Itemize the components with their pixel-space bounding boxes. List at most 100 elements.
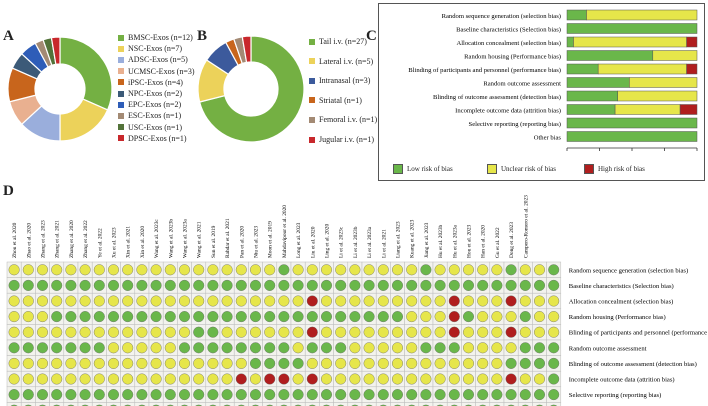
risk-dot-low	[548, 389, 560, 401]
risk-dot-unclear	[349, 295, 361, 307]
risk-dot-low	[548, 279, 560, 291]
domain-label: Incomplete outcome data (attrition bias)	[569, 377, 675, 384]
risk-dot-unclear	[406, 373, 418, 385]
risk-dot-unclear	[392, 373, 404, 385]
domain-label: Random sequence generation (selection bi…	[569, 267, 688, 274]
risk-dot-low	[519, 389, 531, 401]
risk-dot-low	[193, 326, 205, 338]
risk-dot-unclear	[349, 326, 361, 338]
risk-dot-low	[292, 311, 304, 323]
risk-dot-unclear	[164, 295, 176, 307]
risk-dot-unclear	[321, 264, 333, 276]
grid-cell	[390, 402, 405, 406]
legend-label: Striatal (n=1)	[319, 95, 362, 105]
risk-dot-unclear	[335, 295, 347, 307]
domain-label: Blinding of participants and personnel (…	[569, 330, 708, 337]
risk-dot-low	[51, 389, 63, 401]
risk-dot-unclear	[349, 342, 361, 354]
risk-dot-unclear	[363, 295, 375, 307]
legend-item-epc-exos-n-2: EPC-Exos (n=2)	[118, 100, 181, 109]
risk-dot-low	[349, 389, 361, 401]
risk-dot-unclear	[548, 326, 560, 338]
risk-dot-low	[249, 342, 261, 354]
risk-dot-low	[392, 311, 404, 323]
risk-dot-low	[392, 279, 404, 291]
bar-segment-low-risk-of-bias	[566, 50, 654, 61]
legend-label: Unclear risk of bias	[501, 165, 557, 173]
legend-item-intranasal-n-3: Intranasal (n=3)	[309, 76, 370, 85]
bar-segment-low-risk-of-bias	[566, 23, 698, 34]
donut-slice-dpsc-exos-n-1	[50, 36, 61, 66]
grid-cell	[532, 402, 547, 406]
risk-dot-unclear	[122, 326, 134, 338]
risk-dot-unclear	[51, 326, 63, 338]
risk-dot-low	[93, 342, 105, 354]
study-label: Liang et al. 2023	[396, 221, 402, 258]
risk-dot-unclear	[150, 373, 162, 385]
risk-dot-unclear	[136, 357, 148, 369]
risk-dot-low	[235, 342, 247, 354]
risk-dot-high	[505, 326, 517, 338]
risk-dot-low	[207, 279, 219, 291]
risk-dot-low	[434, 279, 446, 291]
risk-dot-low	[349, 311, 361, 323]
bar-category-label: Allocation concealment (selection bias)	[456, 40, 561, 47]
risk-dot-unclear	[79, 373, 91, 385]
legend-swatch	[118, 135, 124, 142]
risk-dot-low	[463, 279, 475, 291]
grid-cell	[276, 402, 292, 406]
bar-segment-unclear-risk-of-bias	[573, 36, 687, 48]
study-label: Pan et al. 2020	[239, 226, 245, 258]
risk-dot-unclear	[122, 295, 134, 307]
study-label: Zhang et al. 2021	[55, 220, 61, 258]
risk-dot-unclear	[93, 295, 105, 307]
risk-dot-unclear	[534, 295, 546, 307]
risk-dot-unclear	[406, 326, 418, 338]
risk-dot-unclear	[65, 264, 77, 276]
risk-dot-unclear	[491, 326, 503, 338]
risk-dot-low	[249, 357, 261, 369]
risk-dot-unclear	[221, 295, 233, 307]
risk-dot-low	[79, 279, 91, 291]
domain-label: Selective reporting (reporting bias)	[569, 392, 661, 399]
risk-dot-low	[321, 279, 333, 291]
legend-label: Femoral i.v. (n=1)	[319, 115, 378, 125]
grid-cell	[35, 402, 50, 406]
risk-dot-low	[164, 279, 176, 291]
study-label: Zhao et al. 2020	[26, 223, 32, 258]
risk-dot-low	[207, 326, 219, 338]
risk-dot-unclear	[8, 264, 20, 276]
grid-cell	[248, 402, 263, 406]
legend-swatch	[118, 68, 124, 75]
risk-dot-high	[306, 373, 318, 385]
bar-segment-unclear-risk-of-bias	[586, 9, 698, 21]
risk-dot-low	[249, 389, 261, 401]
risk-dot-low	[406, 279, 418, 291]
legend-swatch	[118, 112, 124, 119]
risk-dot-low	[335, 279, 347, 291]
risk-dot-unclear	[377, 326, 389, 338]
risk-dot-unclear	[377, 295, 389, 307]
grid-cell	[49, 402, 65, 406]
donut-slice-jugular-i-v-n-1	[241, 35, 252, 64]
bar-category-label: Random housing (Performance bias)	[464, 54, 561, 61]
risk-dot-low	[150, 279, 162, 291]
risk-dot-low	[122, 311, 134, 323]
risk-dot-unclear	[321, 373, 333, 385]
risk-dot-low	[335, 389, 347, 401]
risk-dot-low	[278, 342, 290, 354]
risk-dot-low	[136, 311, 148, 323]
study-label: Gu et al. 2022	[495, 227, 501, 258]
bar-category-label: Selective reporting (reporting bias)	[469, 121, 561, 128]
risk-dot-low	[519, 357, 531, 369]
grid-cell	[361, 402, 377, 406]
legend-swatch	[118, 90, 124, 97]
risk-dot-low	[178, 342, 190, 354]
risk-dot-unclear	[65, 326, 77, 338]
bar-category-label: Baseline characteristics (Selection bias…	[456, 27, 561, 34]
legend-label: USC-Exos (n=1)	[128, 122, 183, 132]
risk-dot-high	[306, 326, 318, 338]
study-label: Ye et al. 2022	[97, 228, 103, 258]
risk-dot-unclear	[107, 326, 119, 338]
grid-cell	[475, 402, 491, 406]
